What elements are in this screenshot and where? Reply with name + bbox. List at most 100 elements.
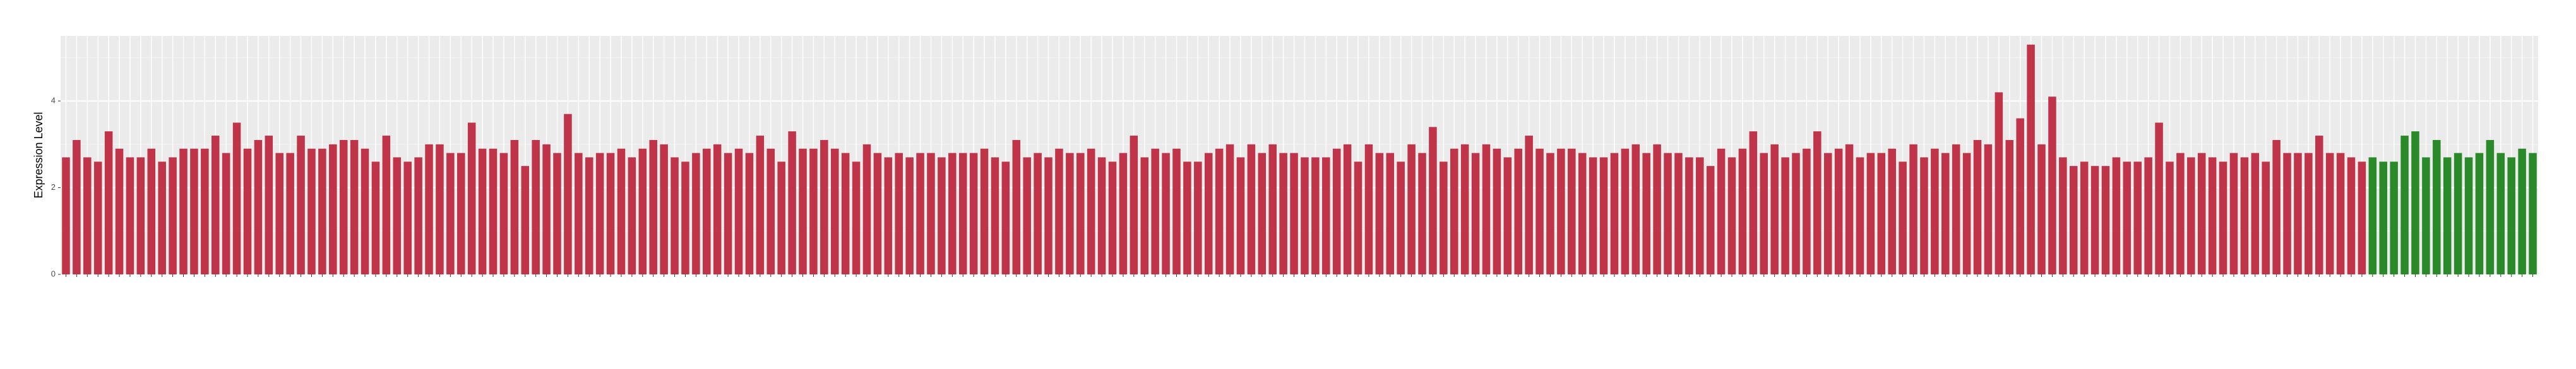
bar [1727,157,1736,274]
bar [2422,157,2430,274]
bar [734,148,743,274]
bar [1311,157,1320,274]
bar [2529,153,2537,274]
bar [1108,161,1117,274]
bar [948,153,957,274]
bar [575,153,583,274]
bar [499,153,508,274]
bar [2208,157,2217,274]
bar [414,157,422,274]
bar [2464,157,2473,274]
bar [147,148,156,274]
bar [1097,157,1106,274]
bar [1760,153,1768,274]
bar [1258,153,1267,274]
bar [745,153,754,274]
bar [1503,157,1512,274]
bar [862,144,871,274]
bar [2507,157,2515,274]
bar [2305,153,2313,274]
bar [2325,153,2334,274]
bar [756,136,765,274]
bar [2219,161,2227,274]
bar [2443,157,2452,274]
bar [1877,153,1886,274]
bar [1738,148,1747,274]
bar [2197,153,2206,274]
bar [799,148,807,274]
bar [958,153,967,274]
y-tick-label: 2 [51,182,56,192]
bar [2283,153,2291,274]
bar [991,157,999,274]
bar [1813,131,1822,274]
y-tick-label: 4 [51,96,56,105]
bar [2144,157,2152,274]
bar [905,157,914,274]
bar [2496,153,2505,274]
bar [1012,139,1021,274]
bar [671,157,679,274]
bar [852,161,861,274]
bar [457,153,465,274]
bar [222,153,230,274]
bar [179,148,188,274]
bar [2229,153,2238,274]
bar [1920,157,1928,274]
bar [1460,144,1469,274]
bar [830,148,839,274]
bar [788,131,796,274]
bar [339,139,348,274]
bar [2059,157,2067,274]
bar [1301,157,1309,274]
bar [1172,148,1181,274]
bar [1407,144,1416,274]
bar [2037,144,2046,274]
bar [1642,153,1650,274]
bar [2048,97,2056,274]
bar [2016,118,2024,274]
bar [1194,161,1202,274]
bar [660,144,668,274]
bar [1546,153,1554,274]
bar [2358,161,2366,274]
bar [2133,161,2142,274]
bar [1984,144,1993,274]
bar [2240,157,2249,274]
bar [564,114,572,274]
bar [1183,161,1191,274]
bar [2090,166,2099,274]
bar [895,153,903,274]
bar [1397,161,1405,274]
bar [1001,161,1010,274]
bar [1899,161,1907,274]
bar [1952,144,1960,274]
bar [467,122,476,274]
bar [275,153,283,274]
bar [969,153,978,274]
bar [2251,153,2260,274]
bar [1450,148,1458,274]
bar [980,148,989,274]
bar [2272,139,2281,274]
bar [104,131,113,274]
bar [595,153,604,274]
bar [1674,153,1683,274]
bar [1770,144,1779,274]
bar [1610,153,1619,274]
bar [1364,144,1373,274]
bar [1119,153,1128,274]
bar [841,153,850,274]
bar [2187,157,2195,274]
bar [62,157,70,274]
bar [158,161,166,274]
bar [371,161,380,274]
bar [2368,157,2377,274]
bar [1247,144,1256,274]
bar [478,148,487,274]
bar [1066,153,1074,274]
bar [1440,161,1448,274]
bar [1664,153,1672,274]
bar [766,148,775,274]
